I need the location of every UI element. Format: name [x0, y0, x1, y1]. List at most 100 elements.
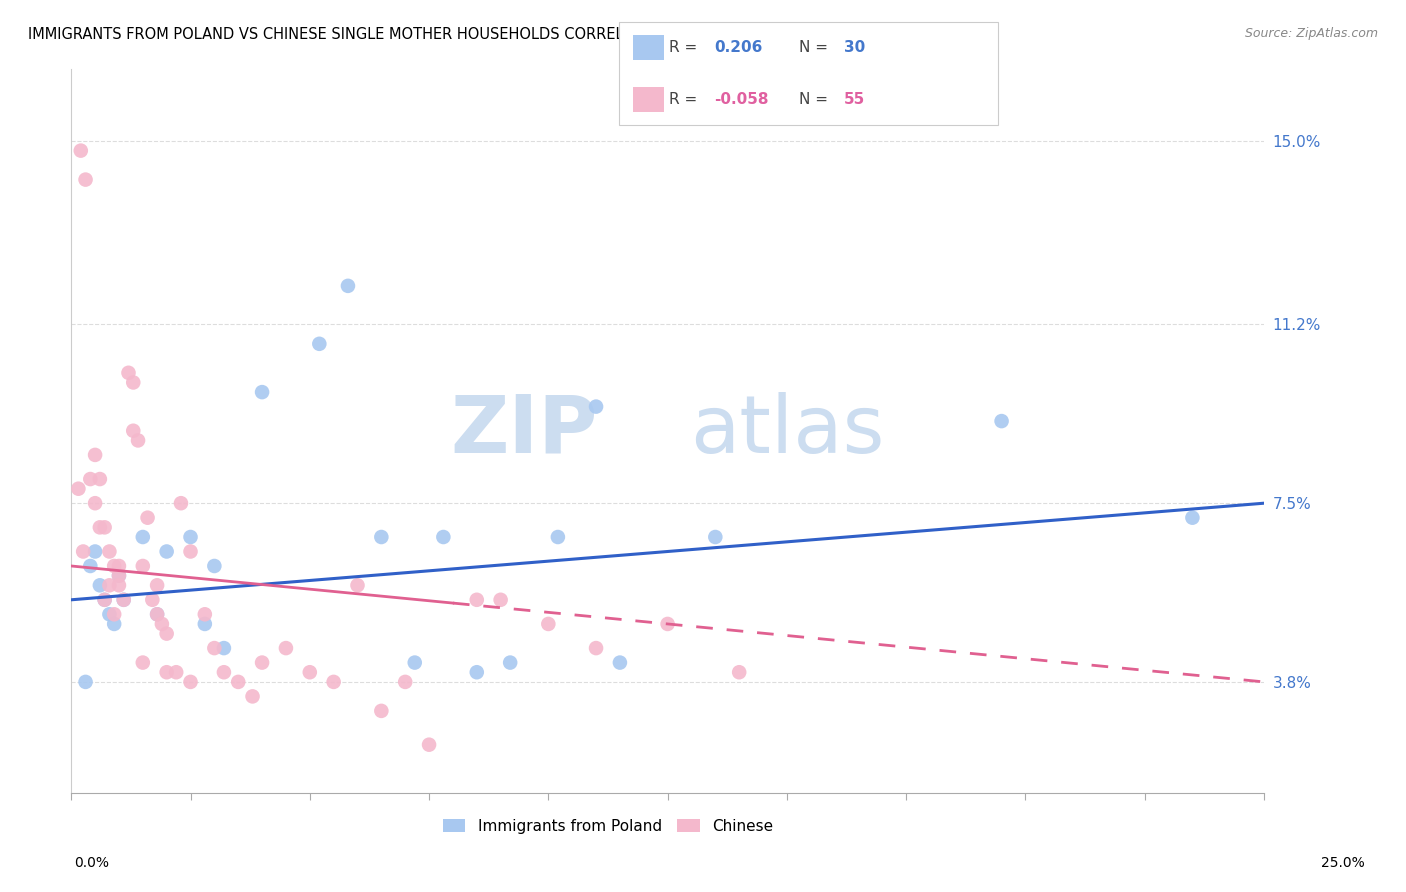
- Point: [146, 607, 169, 622]
- Point: [156, 626, 179, 640]
- Point: [212, 641, 235, 656]
- Point: [990, 414, 1012, 428]
- Point: [98, 544, 121, 558]
- Point: [84, 496, 107, 510]
- Point: [212, 665, 235, 680]
- Point: [489, 592, 512, 607]
- Point: [72, 544, 94, 558]
- Point: [202, 559, 225, 574]
- Point: [89, 520, 111, 534]
- Point: [370, 530, 392, 544]
- Point: [432, 530, 454, 544]
- Point: [112, 592, 135, 607]
- Point: [465, 665, 488, 680]
- Point: [336, 278, 359, 293]
- Point: [274, 641, 297, 656]
- Point: [93, 592, 115, 607]
- Point: [103, 616, 125, 631]
- Point: [346, 578, 368, 592]
- Point: [728, 665, 751, 680]
- Point: [75, 674, 97, 689]
- Point: [108, 578, 131, 592]
- Point: [93, 520, 115, 534]
- Point: [394, 674, 416, 689]
- Point: [79, 472, 101, 486]
- Point: [108, 568, 131, 582]
- Point: [84, 448, 107, 462]
- Point: [146, 578, 169, 592]
- Text: R =: R =: [669, 40, 703, 55]
- Point: [67, 482, 90, 496]
- Point: [308, 336, 330, 351]
- Point: [609, 656, 631, 670]
- Text: ZIP: ZIP: [451, 392, 598, 470]
- Point: [136, 510, 159, 524]
- Point: [180, 544, 202, 558]
- Point: [127, 434, 149, 448]
- Point: [165, 665, 187, 680]
- Point: [322, 674, 344, 689]
- Point: [657, 616, 679, 631]
- Point: [704, 530, 727, 544]
- Point: [103, 559, 125, 574]
- Point: [585, 400, 607, 414]
- Point: [194, 607, 217, 622]
- Point: [370, 704, 392, 718]
- Point: [537, 616, 560, 631]
- Point: [250, 385, 273, 400]
- Text: Source: ZipAtlas.com: Source: ZipAtlas.com: [1244, 27, 1378, 40]
- Point: [108, 559, 131, 574]
- Point: [298, 665, 321, 680]
- Legend: Immigrants from Poland, Chinese: Immigrants from Poland, Chinese: [436, 813, 779, 839]
- Point: [141, 592, 163, 607]
- Point: [89, 578, 111, 592]
- Point: [79, 559, 101, 574]
- Point: [112, 592, 135, 607]
- Point: [84, 544, 107, 558]
- Point: [242, 690, 264, 704]
- Point: [150, 616, 173, 631]
- Point: [585, 641, 607, 656]
- Text: atlas: atlas: [690, 392, 884, 470]
- Point: [194, 616, 217, 631]
- Point: [122, 424, 145, 438]
- Point: [98, 578, 121, 592]
- Point: [180, 530, 202, 544]
- Text: 25.0%: 25.0%: [1320, 855, 1365, 870]
- Text: 55: 55: [844, 92, 865, 107]
- Point: [69, 144, 91, 158]
- Point: [89, 472, 111, 486]
- Point: [93, 592, 115, 607]
- Point: [156, 544, 179, 558]
- Point: [146, 607, 169, 622]
- Text: N =: N =: [799, 92, 832, 107]
- Point: [132, 559, 155, 574]
- Text: N =: N =: [799, 40, 832, 55]
- Point: [75, 172, 97, 186]
- Text: IMMIGRANTS FROM POLAND VS CHINESE SINGLE MOTHER HOUSEHOLDS CORRELATION CHART: IMMIGRANTS FROM POLAND VS CHINESE SINGLE…: [28, 27, 723, 42]
- Point: [103, 607, 125, 622]
- Point: [117, 366, 139, 380]
- Text: 30: 30: [844, 40, 865, 55]
- Point: [122, 376, 145, 390]
- Point: [170, 496, 193, 510]
- Point: [465, 592, 488, 607]
- Point: [132, 656, 155, 670]
- Text: -0.058: -0.058: [714, 92, 769, 107]
- Point: [226, 674, 249, 689]
- Text: R =: R =: [669, 92, 703, 107]
- Text: 0.0%: 0.0%: [75, 855, 108, 870]
- Point: [202, 641, 225, 656]
- Point: [250, 656, 273, 670]
- Point: [180, 674, 202, 689]
- Point: [108, 568, 131, 582]
- Text: 0.206: 0.206: [714, 40, 762, 55]
- Point: [418, 738, 440, 752]
- Point: [404, 656, 426, 670]
- Point: [156, 665, 179, 680]
- Point: [499, 656, 522, 670]
- Point: [1181, 510, 1204, 524]
- Point: [132, 530, 155, 544]
- Point: [547, 530, 569, 544]
- Point: [98, 607, 121, 622]
